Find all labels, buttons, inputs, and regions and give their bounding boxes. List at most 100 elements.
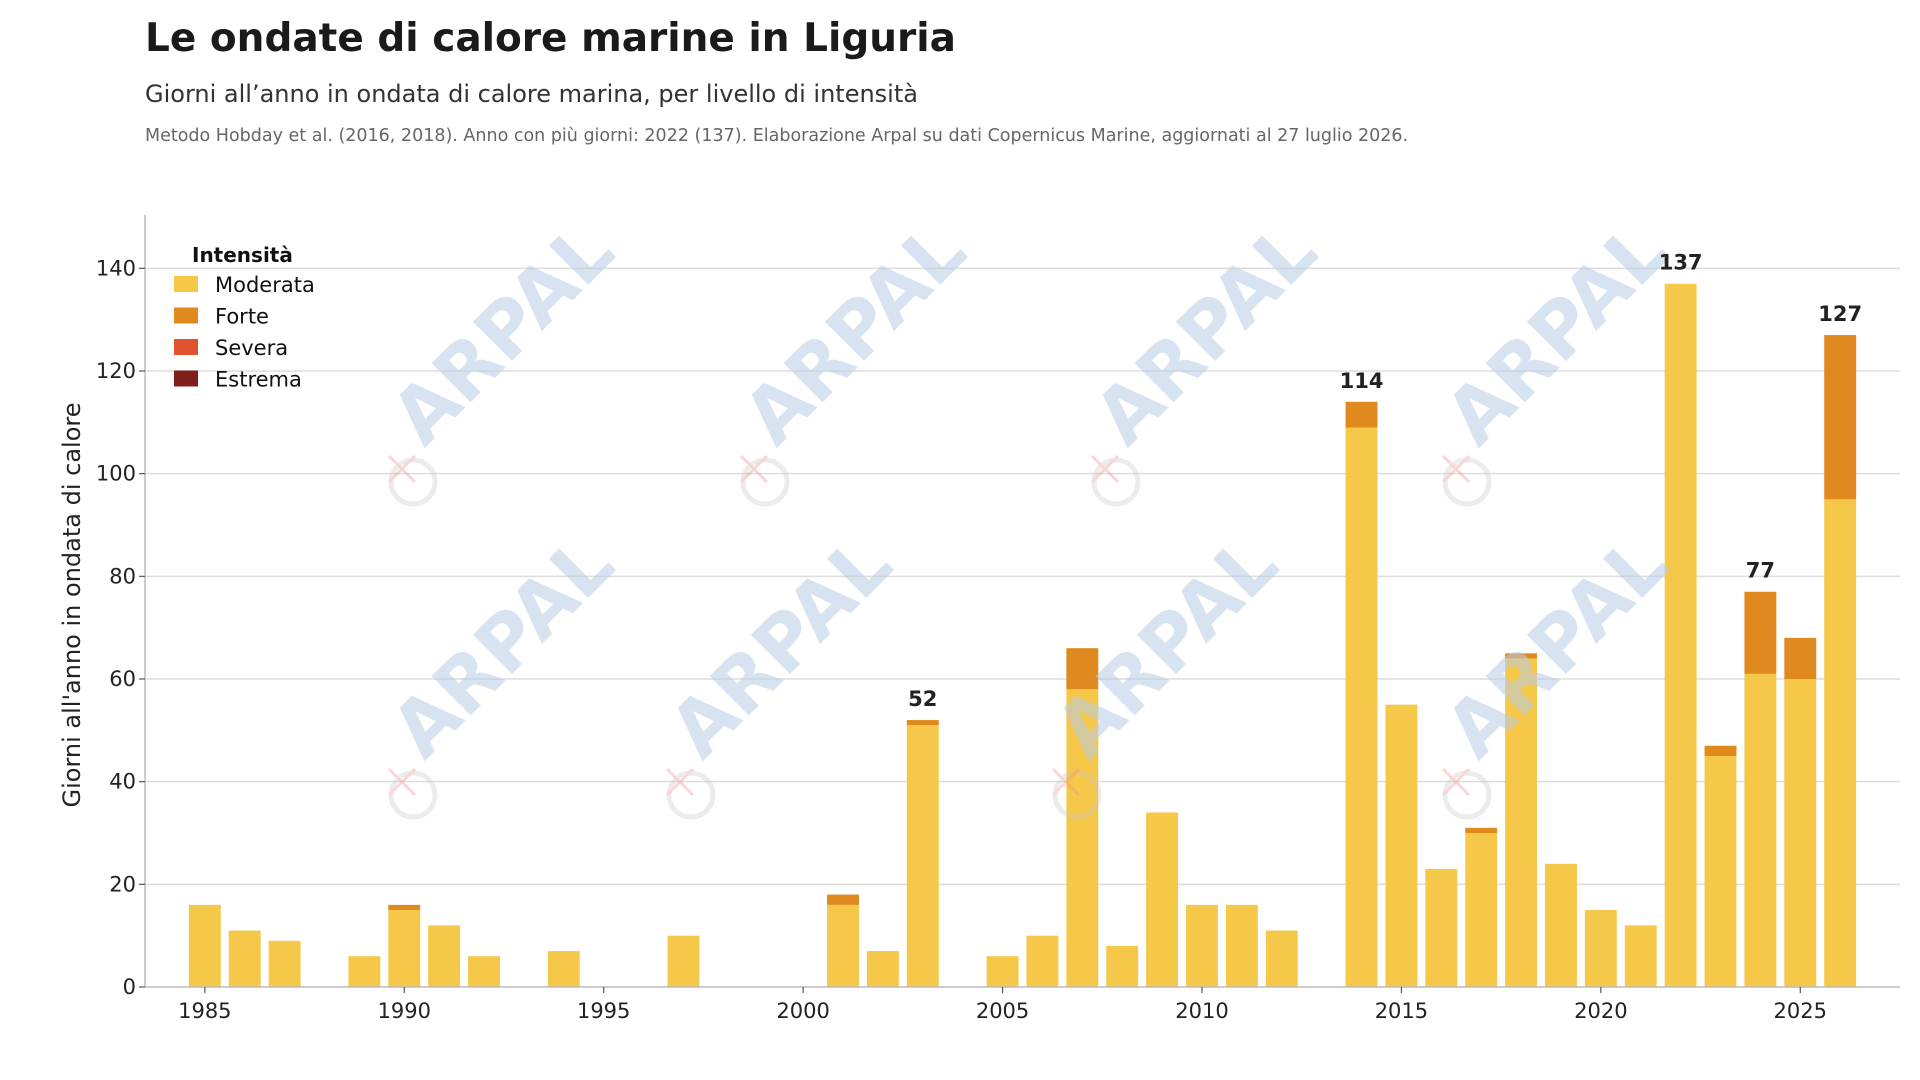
- arpal-logo-icon: [1090, 454, 1141, 507]
- x-tick-label: 2005: [976, 999, 1029, 1023]
- legend-swatch-forte: [174, 307, 198, 324]
- x-tick-label: 2010: [1175, 999, 1228, 1023]
- watermark: ARPAL: [374, 205, 630, 507]
- y-tick-label: 0: [123, 975, 136, 999]
- total-label-2024: 77: [1746, 559, 1775, 583]
- watermark-text: ARPAL: [652, 518, 908, 774]
- arpal-logo-icon: [665, 767, 716, 820]
- legend-swatch-moderata: [174, 276, 198, 292]
- watermark-text: ARPAL: [1428, 205, 1684, 461]
- bar-forte-2025: [1784, 637, 1817, 679]
- bar-moderata-2023: [1704, 756, 1737, 987]
- bar-forte-2024: [1744, 591, 1777, 674]
- bar-moderata-1990: [388, 910, 421, 987]
- bar-moderata-2024: [1744, 673, 1777, 987]
- logo-cross: [665, 767, 695, 797]
- legend-label-severa: Severa: [215, 336, 288, 360]
- bar-moderata-2025: [1784, 679, 1817, 987]
- arpal-logo-icon: [739, 454, 790, 507]
- legend-title: Intensità: [192, 243, 293, 267]
- y-gridlines: [145, 267, 1900, 886]
- bar-moderata-2022: [1664, 283, 1697, 987]
- watermark: ARPAL: [1077, 205, 1333, 507]
- logo-ring: [388, 457, 438, 507]
- total-label-2026: 127: [1818, 302, 1862, 326]
- bar-moderata-2002: [866, 951, 899, 987]
- logo-ring: [1052, 770, 1102, 820]
- bar-moderata-2019: [1545, 863, 1577, 987]
- arpal-logo-icon: [387, 454, 438, 507]
- x-tick-label: 2000: [776, 999, 829, 1023]
- bar-moderata-2021: [1624, 925, 1657, 987]
- legend: Intensità Moderata Forte Severa Estrema: [174, 243, 315, 392]
- watermark: ARPAL: [652, 518, 908, 820]
- bar-moderata-2012: [1265, 930, 1298, 987]
- bar-moderata-1994: [547, 951, 580, 987]
- watermark-text: ARPAL: [374, 205, 630, 461]
- logo-cross: [739, 454, 769, 484]
- watermark-text: ARPAL: [1428, 518, 1684, 774]
- bar-moderata-2015: [1385, 704, 1418, 987]
- legend-label-estrema: Estrema: [215, 368, 302, 392]
- arpal-logo-icon: [387, 767, 438, 820]
- y-tick-label: 140: [96, 256, 136, 280]
- logo-ring: [740, 457, 790, 507]
- legend-label-forte: Forte: [215, 305, 269, 329]
- axes: [144, 215, 1900, 988]
- x-tick-label: 1990: [378, 999, 431, 1023]
- x-tick-label: 1995: [577, 999, 630, 1023]
- logo-cross: [1441, 454, 1471, 484]
- legend-swatch-estrema: [174, 370, 198, 387]
- watermark-text: ARPAL: [1038, 518, 1294, 774]
- chart-subtitle: Giorni all’anno in ondata di calore mari…: [145, 80, 918, 108]
- x-tick-label: 1985: [178, 999, 231, 1023]
- bar-forte-2023: [1704, 745, 1737, 756]
- bar-moderata-2017: [1465, 833, 1498, 987]
- y-axis-label: Giorni all'anno in ondata di calore: [58, 403, 86, 808]
- watermark: ARPAL: [726, 205, 982, 507]
- y-tick-label: 80: [109, 564, 136, 588]
- x-tick-label: 2025: [1774, 999, 1827, 1023]
- arpal-logo-icon: [1441, 454, 1492, 507]
- bars: [188, 283, 1857, 987]
- logo-ring: [1442, 457, 1492, 507]
- bar-moderata-1986: [228, 930, 261, 987]
- logo-ring: [1091, 457, 1141, 507]
- y-tick-label: 20: [109, 872, 136, 896]
- arpal-logo-icon: [1051, 767, 1102, 820]
- bar-moderata-2005: [986, 956, 1019, 987]
- logo-cross: [1441, 767, 1471, 797]
- logo-ring: [666, 770, 716, 820]
- y-tick-label: 40: [109, 770, 136, 794]
- bar-moderata-1997: [667, 935, 700, 987]
- watermark-text: ARPAL: [726, 205, 982, 461]
- bar-moderata-1989: [348, 956, 381, 987]
- bar-moderata-1991: [428, 925, 461, 987]
- chart-source-note: Metodo Hobday et al. (2016, 2018). Anno …: [145, 126, 1409, 146]
- bar-forte-2018: [1505, 653, 1538, 659]
- bar-moderata-2001: [827, 904, 859, 987]
- bar-moderata-2026: [1824, 499, 1857, 987]
- bar-moderata-2016: [1425, 868, 1458, 987]
- x-tick-label: 2015: [1375, 999, 1428, 1023]
- bar-forte-2014: [1345, 401, 1378, 428]
- bar-forte-2017: [1465, 827, 1498, 833]
- total-label-2014: 114: [1340, 369, 1384, 393]
- total-label-2022: 137: [1659, 251, 1703, 275]
- bar-moderata-2008: [1106, 945, 1139, 987]
- watermark: ARPAL: [374, 518, 630, 820]
- y-tick-label: 120: [96, 359, 136, 383]
- bar-moderata-2009: [1146, 812, 1179, 987]
- logo-cross: [387, 454, 417, 484]
- watermark-text: ARPAL: [1077, 205, 1333, 461]
- arpal-logo-icon: [1441, 767, 1492, 820]
- logo-ring: [1442, 770, 1492, 820]
- bar-moderata-1985: [188, 904, 221, 987]
- bar-moderata-2003: [906, 725, 939, 987]
- logo-cross: [1090, 454, 1120, 484]
- y-tick-label: 60: [109, 667, 136, 691]
- bar-moderata-1992: [468, 956, 500, 987]
- logo-ring: [388, 770, 438, 820]
